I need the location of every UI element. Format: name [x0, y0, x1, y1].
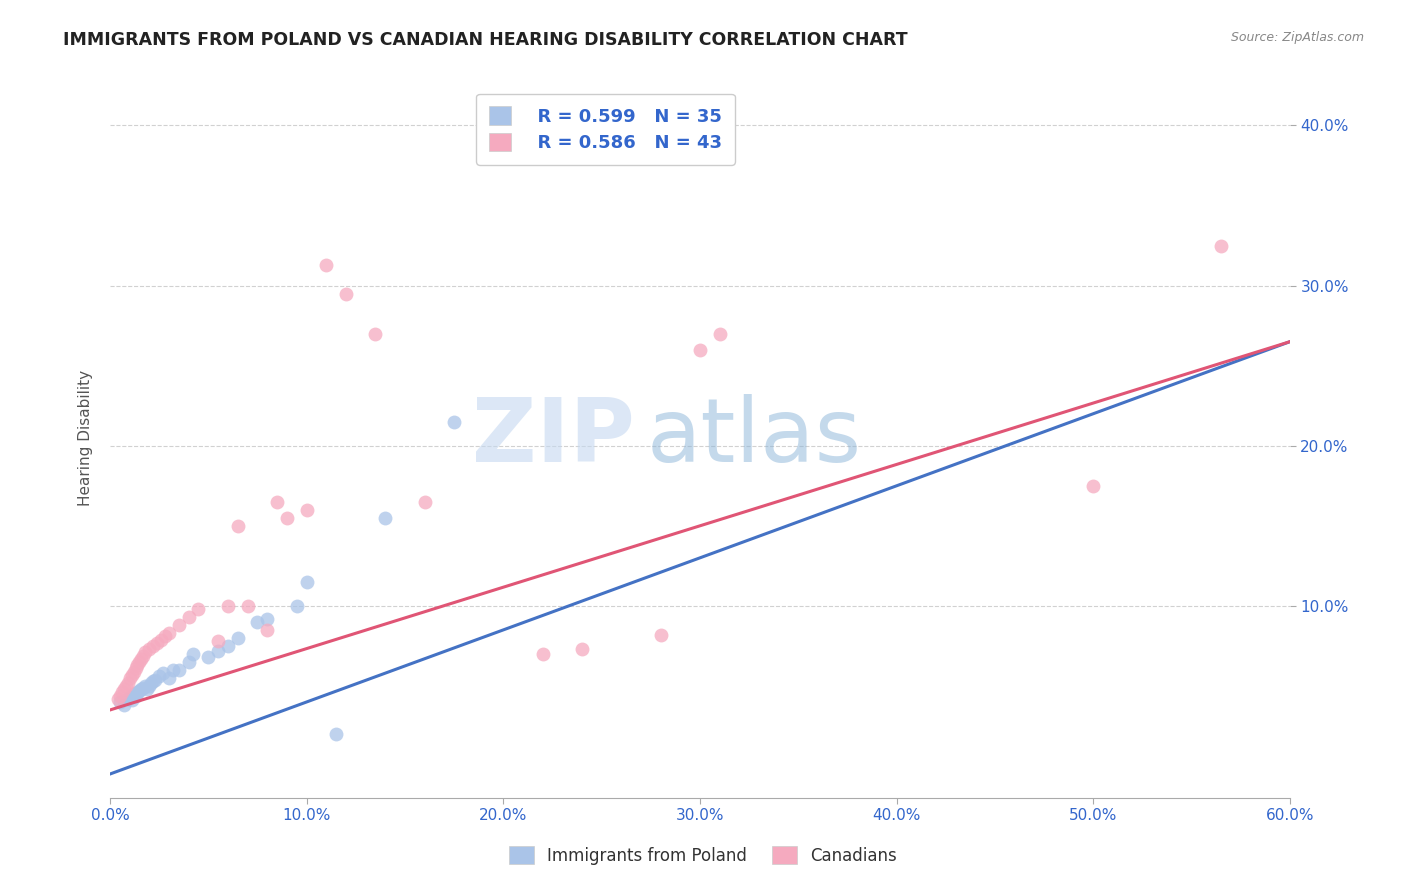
- Legend: Immigrants from Poland, Canadians: Immigrants from Poland, Canadians: [501, 838, 905, 873]
- Point: [131, 652, 153, 666]
- Point: [138, 679, 160, 693]
- Point: [118, 671, 141, 685]
- Point: [276, 511, 298, 525]
- Point: [256, 612, 278, 626]
- Point: [107, 691, 129, 706]
- Legend:   R = 0.599   N = 35,   R = 0.586   N = 43: R = 0.599 N = 35, R = 0.586 N = 43: [477, 94, 735, 165]
- Point: [132, 648, 155, 663]
- Point: [143, 673, 166, 687]
- Point: [181, 647, 204, 661]
- Point: [134, 645, 156, 659]
- Point: [217, 599, 239, 613]
- Point: [364, 326, 387, 341]
- Point: [122, 665, 145, 679]
- Text: IMMIGRANTS FROM POLAND VS CANADIAN HEARING DISABILITY CORRELATION CHART: IMMIGRANTS FROM POLAND VS CANADIAN HEARI…: [63, 31, 908, 49]
- Point: [325, 727, 347, 741]
- Point: [226, 631, 249, 645]
- Point: [131, 682, 153, 697]
- Point: [112, 682, 135, 697]
- Point: [108, 695, 131, 709]
- Point: [122, 687, 145, 701]
- Point: [142, 639, 165, 653]
- Point: [112, 698, 135, 713]
- Point: [127, 658, 149, 673]
- Point: [207, 634, 229, 648]
- Point: [146, 636, 169, 650]
- Point: [127, 685, 149, 699]
- Point: [187, 602, 209, 616]
- Point: [150, 632, 173, 647]
- Point: [153, 629, 176, 643]
- Point: [207, 644, 229, 658]
- Point: [138, 642, 160, 657]
- Point: [295, 503, 318, 517]
- Text: atlas: atlas: [647, 394, 862, 482]
- Y-axis label: Hearing Disability: Hearing Disability: [79, 369, 93, 506]
- Point: [124, 689, 146, 703]
- Point: [217, 639, 239, 653]
- Point: [226, 518, 249, 533]
- Point: [709, 326, 731, 341]
- Point: [177, 610, 200, 624]
- Point: [117, 675, 139, 690]
- Point: [285, 599, 308, 613]
- Point: [374, 511, 396, 525]
- Text: Source: ZipAtlas.com: Source: ZipAtlas.com: [1230, 31, 1364, 45]
- Point: [118, 690, 141, 705]
- Point: [413, 495, 436, 509]
- Point: [443, 415, 465, 429]
- Point: [167, 663, 190, 677]
- Point: [121, 667, 143, 681]
- Point: [167, 618, 190, 632]
- Point: [197, 650, 219, 665]
- Point: [531, 647, 554, 661]
- Point: [1209, 238, 1232, 252]
- Point: [114, 679, 136, 693]
- Point: [295, 574, 318, 589]
- Point: [148, 669, 170, 683]
- Point: [650, 628, 672, 642]
- Point: [256, 623, 278, 637]
- Point: [117, 691, 139, 706]
- Point: [246, 615, 269, 629]
- Point: [132, 681, 155, 695]
- Point: [689, 343, 711, 357]
- Point: [136, 682, 159, 697]
- Point: [266, 495, 288, 509]
- Text: ZIP: ZIP: [472, 394, 636, 482]
- Point: [315, 258, 337, 272]
- Point: [124, 661, 146, 675]
- Point: [128, 655, 150, 669]
- Point: [157, 626, 180, 640]
- Point: [335, 286, 357, 301]
- Point: [141, 675, 163, 690]
- Point: [571, 642, 593, 657]
- Point: [134, 679, 156, 693]
- Point: [121, 693, 143, 707]
- Point: [236, 599, 259, 613]
- Point: [1083, 479, 1105, 493]
- Point: [111, 685, 134, 699]
- Point: [142, 674, 165, 689]
- Point: [108, 689, 131, 703]
- Point: [152, 666, 174, 681]
- Point: [162, 663, 184, 677]
- Point: [128, 683, 150, 698]
- Point: [177, 655, 200, 669]
- Point: [157, 671, 180, 685]
